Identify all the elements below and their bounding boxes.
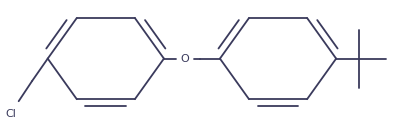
Text: Cl: Cl — [6, 109, 17, 119]
Text: O: O — [181, 54, 190, 64]
